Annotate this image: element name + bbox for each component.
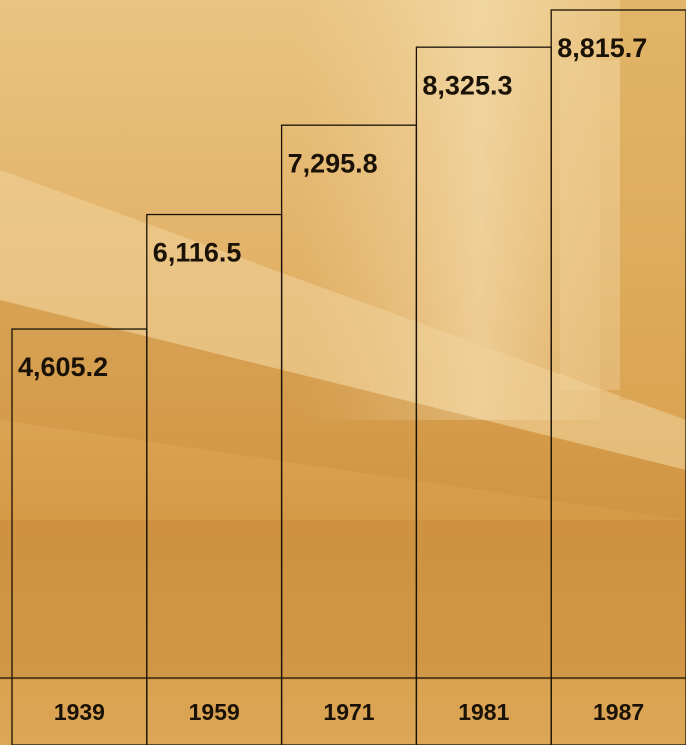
category-label: 1939 [54, 699, 105, 725]
value-label: 8,325.3 [422, 70, 512, 100]
value-label: 4,605.2 [18, 352, 108, 382]
value-label: 8,815.7 [557, 33, 647, 63]
category-label: 1981 [458, 699, 509, 725]
category-label: 1987 [593, 699, 644, 725]
value-label: 6,116.5 [153, 238, 242, 268]
bar [550, 9, 686, 745]
category-label: 1971 [323, 699, 374, 725]
value-label: 7,295.8 [288, 148, 378, 178]
category-label: 1959 [189, 699, 240, 725]
